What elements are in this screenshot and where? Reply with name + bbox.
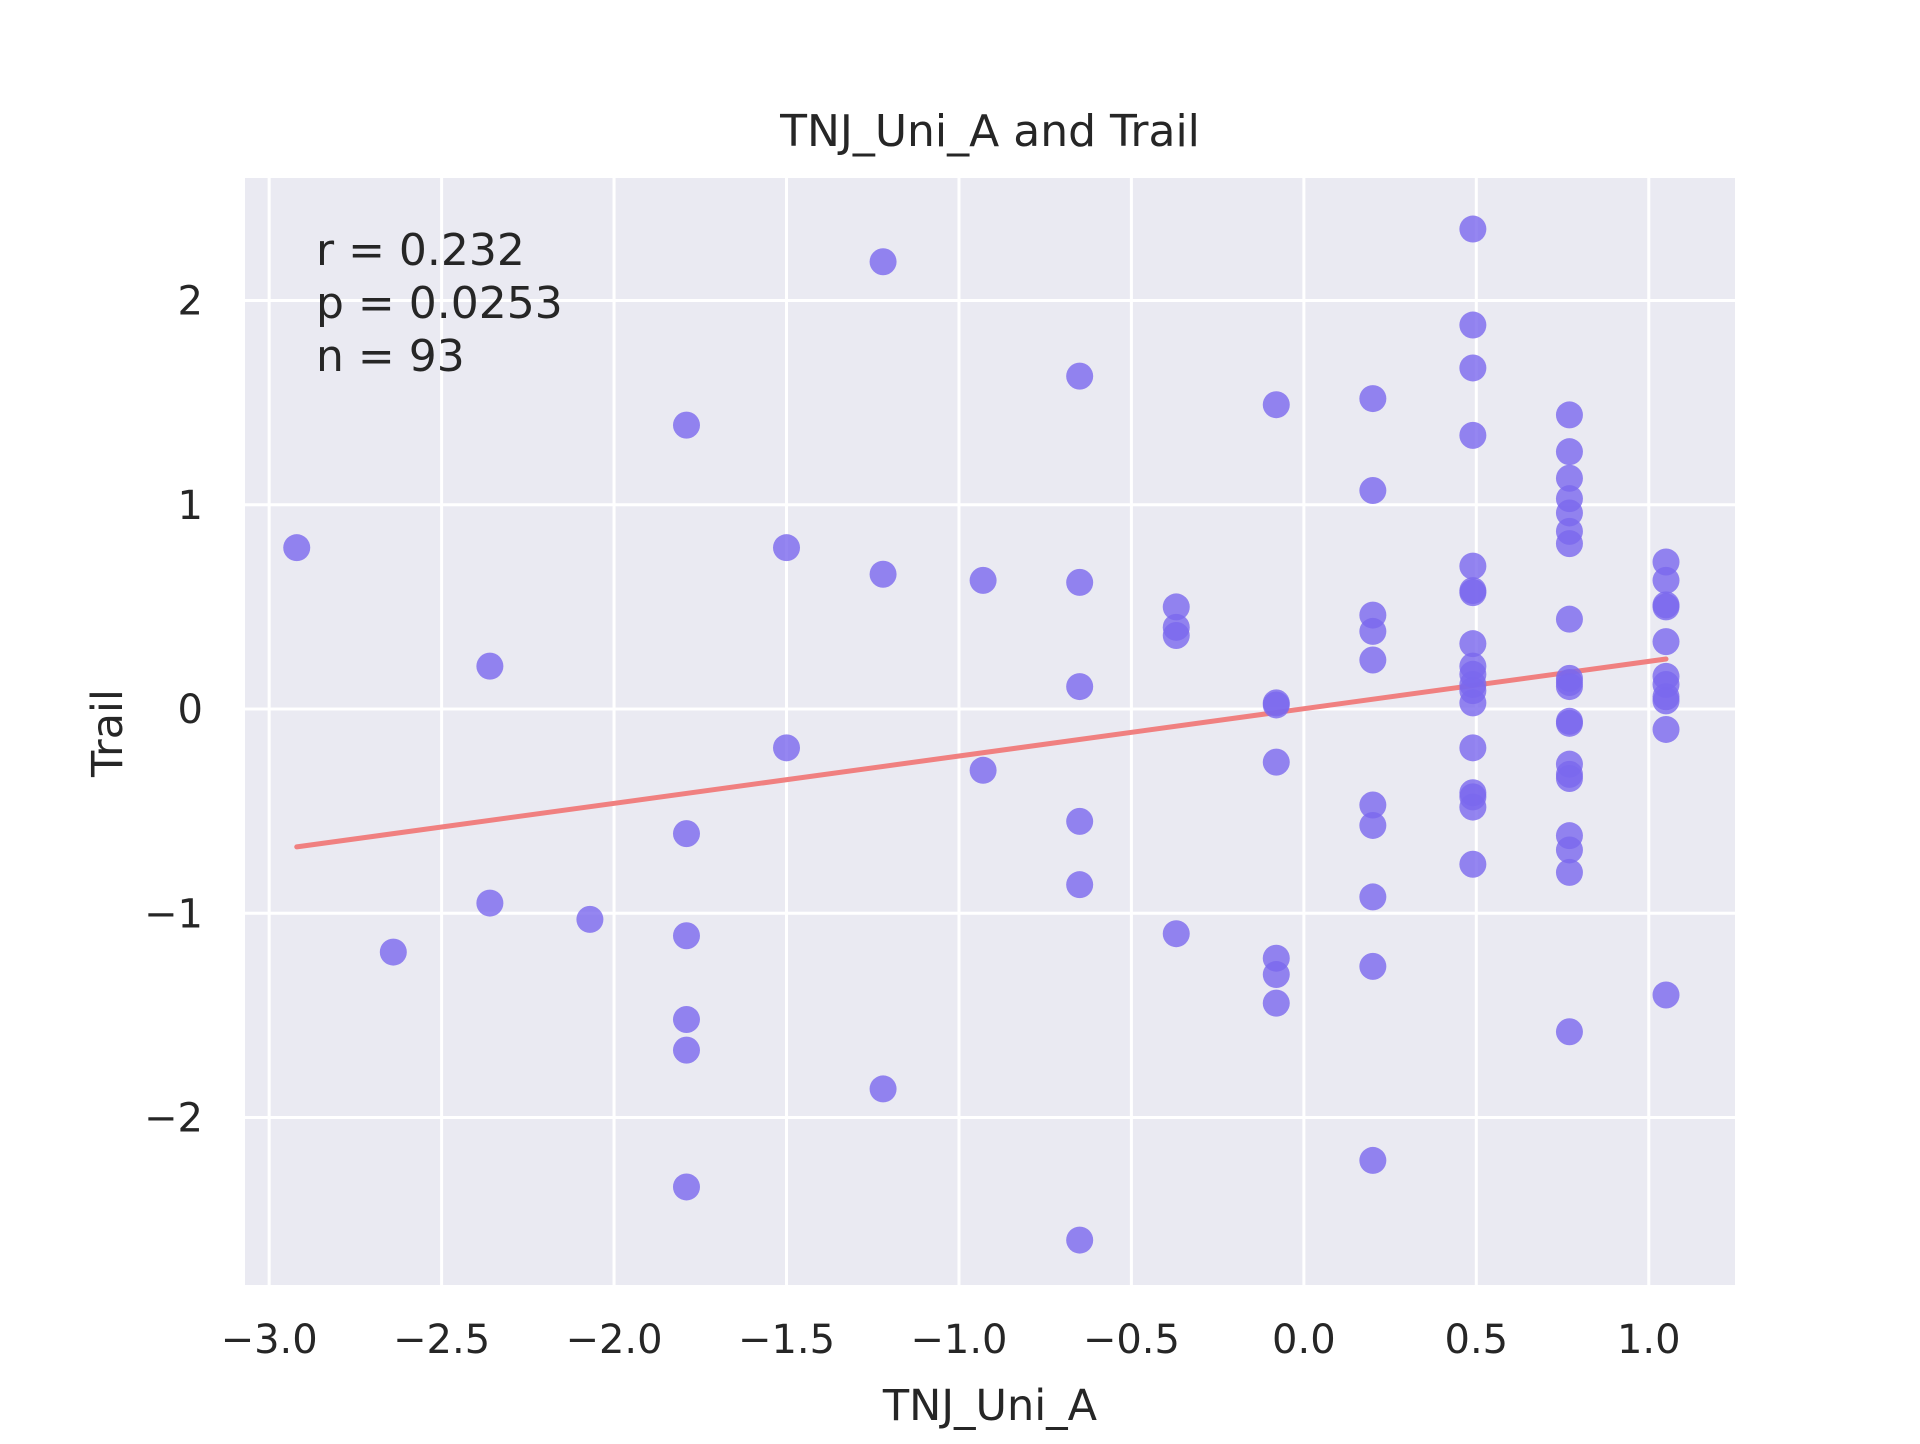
x-tick-label: −2.5 [393,1317,490,1363]
data-point [1459,354,1487,382]
y-tick-label: 2 [178,279,203,325]
data-point [1359,476,1387,504]
data-point [672,922,700,950]
y-axis-title: Trail [83,689,133,778]
data-points [283,215,1680,1254]
data-point [1162,920,1190,948]
data-point [1066,673,1094,701]
data-point [1555,1018,1583,1046]
data-point [1066,1226,1094,1254]
data-point [1359,791,1387,819]
data-point [1459,552,1487,580]
regression-line-group [294,656,1669,850]
x-tick-label: −0.5 [1083,1317,1180,1363]
plot-background [245,178,1735,1285]
data-point [1555,401,1583,429]
chart-title: TNJ_Uni_A and Trail [779,106,1200,157]
data-point [1459,630,1487,658]
data-point [379,938,407,966]
data-point [1359,952,1387,980]
data-point [1162,593,1190,621]
data-point [1262,748,1290,776]
data-point [1555,709,1583,737]
data-point [773,534,801,562]
data-point [1652,566,1680,594]
data-point [1066,807,1094,835]
data-point [1359,617,1387,645]
stat-p-value: p = 0.0253 [316,278,563,329]
x-tick-label: 0.0 [1272,1317,1336,1363]
y-tick-label: 1 [178,483,203,529]
data-point [1459,734,1487,762]
data-point [1652,593,1680,621]
x-axis-ticks: −3.0 −2.5 −2.0 −1.5 −1.0 −0.5 0.0 0.5 1.0 [221,1317,1681,1363]
data-point [672,411,700,439]
x-axis-title: TNJ_Uni_A [882,1381,1098,1431]
data-point [1652,628,1680,656]
data-point [1652,687,1680,715]
data-point [672,1005,700,1033]
data-point [476,889,504,917]
data-point [476,652,504,680]
x-tick-label: 0.5 [1445,1317,1509,1363]
data-point [1555,464,1583,492]
data-point [1359,811,1387,839]
data-point [969,756,997,784]
data-point [1459,793,1487,821]
x-tick-label: −3.0 [221,1317,318,1363]
data-point [1359,1146,1387,1174]
y-tick-label: −1 [144,891,203,937]
data-point [869,248,897,276]
data-point [869,560,897,588]
data-point [1262,691,1290,719]
data-point [672,1036,700,1064]
data-point [283,534,311,562]
data-point [1162,622,1190,650]
data-point [576,905,604,933]
data-point [1652,981,1680,1009]
data-point [1555,836,1583,864]
data-point [1459,850,1487,878]
data-point [1459,215,1487,243]
data-point [1555,858,1583,886]
data-point [1359,883,1387,911]
data-point [1459,689,1487,717]
x-tick-label: −2.0 [565,1317,662,1363]
data-point [1652,715,1680,743]
data-point [1262,391,1290,419]
data-point [1066,568,1094,596]
data-point [1555,673,1583,701]
data-point [1262,989,1290,1017]
stat-n-value: n = 93 [316,331,465,382]
data-point [773,734,801,762]
y-tick-label: 0 [178,687,203,733]
data-point [1066,871,1094,899]
x-tick-label: −1.0 [910,1317,1007,1363]
y-tick-label: −2 [144,1096,203,1142]
data-point [969,566,997,594]
regression-line [294,656,1669,850]
y-axis-ticks: −2 −1 0 1 2 [144,279,203,1142]
stat-r-value: r = 0.232 [316,225,525,276]
data-point [1359,385,1387,413]
data-point [1555,764,1583,792]
data-point [1459,579,1487,607]
data-point [1359,646,1387,674]
x-tick-label: 1.0 [1617,1317,1681,1363]
data-point [1459,421,1487,449]
data-point [1262,961,1290,989]
data-point [869,1075,897,1103]
data-point [1555,605,1583,633]
data-point [1555,438,1583,466]
x-tick-label: −1.5 [738,1317,835,1363]
data-point [1459,311,1487,339]
data-point [672,1173,700,1201]
data-point [1555,530,1583,558]
data-point [672,820,700,848]
data-point [1066,362,1094,390]
